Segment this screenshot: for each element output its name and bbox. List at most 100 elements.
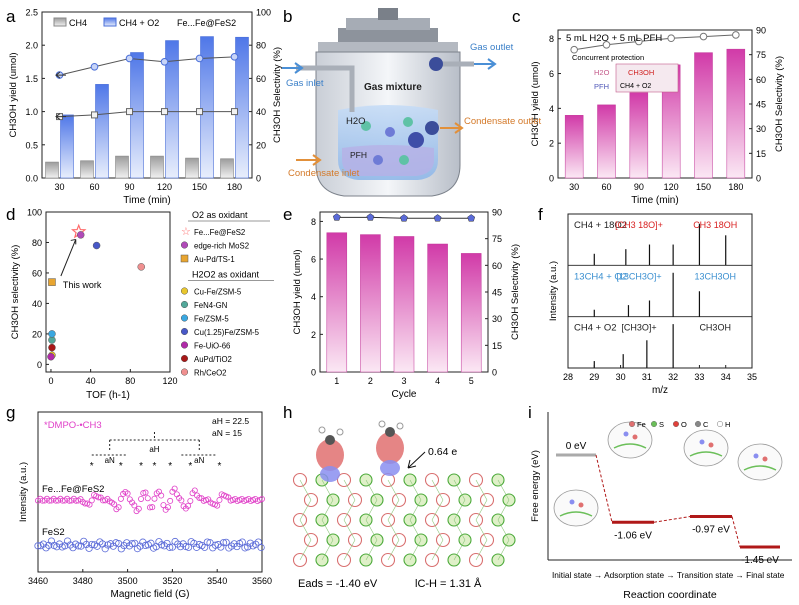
selectivity-point (570, 45, 578, 54)
fe-fe-trace-point (171, 485, 178, 492)
fe-atom (479, 492, 495, 508)
f-xtick-label: 35 (747, 372, 757, 382)
c-y2tick-label: 0 (756, 174, 761, 184)
lattice-bond (365, 519, 378, 541)
fes2-trace-point (238, 538, 246, 546)
e-ytick-label: 2 (311, 330, 316, 340)
h-atom (318, 426, 326, 434)
fe-fe-trace-point (151, 495, 158, 502)
f-peak-label: CH3OH (699, 323, 731, 333)
fe-atom (380, 552, 396, 568)
g-param: aN = 15 (212, 428, 242, 438)
panel-label-f: f (538, 205, 543, 224)
lattice-bond (299, 539, 312, 561)
pfh-label: PFH (350, 150, 367, 160)
i-legend-label: C (703, 420, 709, 429)
e-xlabel: Cycle (391, 389, 416, 400)
a-ytick-label: 1.5 (25, 74, 38, 84)
fe-fe-trace-point (124, 490, 131, 497)
f-xtick-label: 30 (616, 372, 626, 382)
f-peak-label: [CH3O]+ (621, 323, 656, 333)
lattice-bond (409, 539, 422, 561)
a-y2tick-label: 0 (256, 174, 261, 184)
panel-label-g: g (6, 403, 15, 422)
d-xtick-label: 120 (162, 376, 177, 386)
i-energy-label: -1.45 eV (741, 555, 779, 566)
eads-label: Eads = -1.40 eV (298, 578, 378, 590)
d-xlabel: TOF (h-1) (86, 390, 130, 401)
a-ytick-label: 1.0 (25, 107, 38, 117)
d-ytick-label: 60 (32, 268, 42, 278)
d-legend-label: AuPd/TiO2 (194, 355, 232, 364)
g-peak-star: * (119, 461, 123, 472)
g-peak-star: * (139, 461, 143, 472)
fe-fe-trace-point (88, 497, 95, 504)
bar-ch4-o2 (130, 52, 144, 179)
g-xtick-label: 3520 (162, 576, 182, 586)
i-molecule-atom (762, 456, 768, 462)
d-legend-label: Au-Pd/TS-1 (194, 255, 235, 264)
fe-atom (292, 512, 308, 528)
i-molecule-atom (753, 453, 759, 459)
fe-fe-trace-point (191, 487, 198, 494)
legend-label-ch4: CH4 (69, 18, 87, 28)
f-peak-label: CH3 18OH (693, 220, 737, 230)
bar-yield (427, 243, 448, 373)
d-legend-marker (180, 254, 189, 263)
fes2-trace-point (82, 540, 90, 549)
d-legend-group-title: H2O2 as oxidant (192, 270, 260, 280)
g-xtick-label: 3560 (252, 576, 272, 586)
fe-fe-trace-point (149, 504, 156, 511)
g-xtick-label: 3480 (73, 576, 93, 586)
scatter-point (76, 231, 85, 239)
condensate-inlet-text: Condensate inlet (288, 168, 360, 179)
g-series-label: Fe...Fe@FeS2 (42, 484, 104, 495)
d-legend-star: ☆ (181, 226, 191, 238)
lattice-bond (497, 519, 510, 541)
panel-a-chart: 0.0 0.5 1.0 1.5 2.0 2.5 0 20 40 60 80 100 30 60 90 120 1… (8, 8, 283, 207)
fe-atom (424, 512, 440, 528)
d-legend-label: Fe/ZSM-5 (194, 315, 229, 324)
c-xtick-label: 150 (696, 182, 711, 192)
fe-atom (347, 532, 363, 548)
selectivity-point (400, 214, 408, 222)
d-legend-marker (180, 287, 189, 295)
lattice-bond (321, 539, 334, 561)
charge-density-lobe (376, 432, 404, 464)
fe-fe-trace-point (214, 502, 221, 509)
lattice-bond (409, 519, 422, 541)
c-y2tick-label: 60 (756, 75, 766, 85)
fe-atom (336, 552, 352, 568)
lattice-bond (497, 539, 510, 561)
fe-fe-trace-point (135, 505, 142, 512)
fes2-trace-point (219, 539, 228, 547)
scatter-point (47, 353, 55, 361)
lattice-bond (387, 499, 400, 521)
d-xtick-label: 40 (86, 376, 96, 386)
fe-atom (380, 512, 396, 528)
selectivity-point (332, 213, 341, 221)
lattice-bond (453, 519, 466, 541)
fe-atom (435, 532, 451, 548)
molecule (361, 121, 371, 131)
lattice-bond (321, 519, 334, 541)
lattice-bond (299, 499, 312, 521)
valve-icon (429, 57, 443, 71)
selectivity-point (160, 58, 169, 66)
h-atom (396, 422, 404, 430)
fes2-trace-point (66, 541, 74, 549)
scatter-point (137, 263, 145, 271)
fe-atom (303, 532, 319, 548)
d-xtick-label: 0 (48, 376, 53, 386)
fe-fe-trace-point (115, 504, 122, 511)
bar-yield (360, 234, 381, 373)
a-y2tick-label: 40 (256, 107, 266, 117)
bar-ch4 (80, 160, 94, 179)
selectivity-point (125, 54, 134, 63)
lattice-bond (497, 499, 510, 521)
molecule (399, 155, 409, 165)
ch3-carbon (325, 435, 335, 445)
c-ytick-label: 8 (549, 34, 554, 44)
gas-inlet-pipe (296, 65, 355, 112)
